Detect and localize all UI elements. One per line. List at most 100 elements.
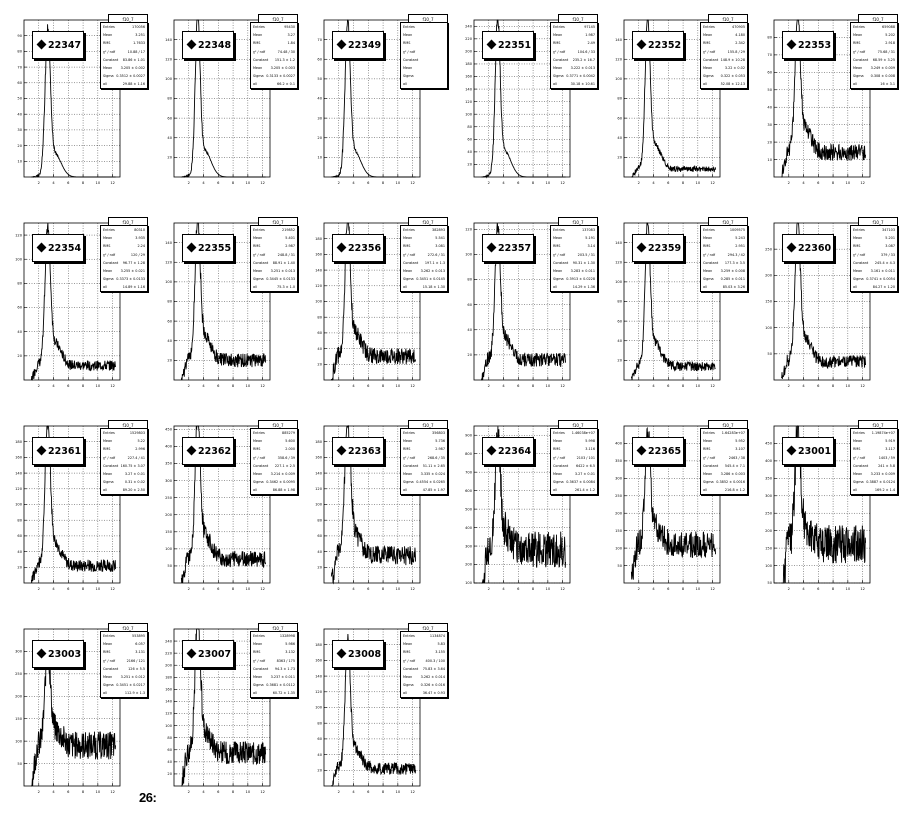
y-tick-label: 100 — [315, 706, 323, 710]
stats-value: 10.88 / 17 — [127, 49, 145, 54]
x-tick-label: 4 — [502, 587, 505, 591]
stats-row: Constant 235.2 ± 16.7 — [551, 56, 597, 64]
y-tick-label: 400 — [615, 442, 623, 446]
stats-value: 66.2 ± 0.1 — [277, 82, 295, 87]
x-tick-label: 6 — [667, 181, 670, 185]
run-label: 23008 — [332, 640, 384, 668]
stats-row: Entries 347103 — [851, 226, 897, 234]
stats-row: χ² / ndf 358.6 / 39 — [251, 454, 297, 462]
run-number: 22364 — [498, 446, 532, 457]
stats-row: RMS 3.107 — [701, 445, 747, 453]
x-tick-label: 6 — [67, 384, 70, 388]
stats-label: χ² / ndf — [403, 49, 416, 54]
stats-label: RMS — [703, 41, 711, 46]
y-tick-label: 180 — [165, 676, 173, 680]
stats-label: Mean — [403, 65, 413, 70]
stats-label: χ² / ndf — [553, 455, 566, 460]
y-tick-label: 250 — [765, 511, 773, 515]
diamond-marker-icon — [486, 39, 497, 50]
stats-label: Sigma — [853, 277, 864, 282]
stats-label: Sigma — [253, 277, 264, 282]
stats-label: Constant — [103, 57, 119, 62]
stats-row: Sigma 0.3373 ± 0.0133 — [101, 275, 147, 283]
x-tick-label: 2 — [188, 384, 190, 388]
y-tick-label: 180 — [315, 643, 323, 647]
stats-row: Constant 197.1 ± 1.3 — [401, 259, 447, 267]
y-tick-label: 140 — [165, 241, 173, 245]
stats-label: all — [103, 82, 107, 87]
stats-label: Sigma — [253, 74, 264, 79]
y-tick-label: 300 — [615, 477, 623, 481]
y-tick-label: 20 — [767, 140, 772, 144]
stats-value: 227.1 ± 2.5 — [274, 463, 295, 468]
stats-value: 3.27 ± 0.01 — [124, 471, 145, 476]
histogram-panel: 2 4 6 8 10 12 50 100 150 200 250 f10_7 Entries 347103… — [760, 208, 900, 411]
stats-value: 3.262 ± 0.013 — [420, 268, 445, 273]
stats-label: Mean — [703, 65, 713, 70]
x-tick-label: 10 — [846, 384, 851, 388]
stats-value: 112.9 ± 1.3 — [124, 691, 145, 696]
histogram-panel: 2 4 6 8 10 12 10 20 30 40 50 60 70 f10_7 Entries Mean RM… — [310, 5, 460, 208]
y-tick-label: 80 — [17, 50, 22, 54]
stats-row: Mean 5.919 — [851, 437, 897, 445]
stats-row: χ² / ndf 75.68 / 31 — [851, 48, 897, 56]
diamond-marker-icon — [786, 39, 797, 50]
y-tick-label: 120 — [315, 487, 323, 491]
stats-label: RMS — [853, 244, 861, 249]
x-tick-label: 6 — [217, 384, 220, 388]
stats-label: RMS — [853, 41, 861, 46]
x-tick-label: 8 — [232, 181, 235, 185]
stats-label: all — [553, 285, 557, 290]
stats-value: 5.243 — [735, 236, 745, 241]
stats-value: 104.6 / 33 — [577, 49, 595, 54]
y-tick-label: 60 — [317, 534, 322, 538]
x-tick-label: 2 — [638, 384, 640, 388]
stats-value: 1.7633 — [133, 41, 145, 46]
y-tick-label: 150 — [765, 546, 773, 550]
stats-label: Constant — [553, 260, 569, 265]
stats-row: Entries 1.64283e+07 — [701, 429, 747, 437]
stats-row: Sigma 0.322 ± 0.053 — [701, 72, 747, 80]
stats-value: 5.919 — [885, 439, 895, 444]
stats-value: 358.6 / 39 — [277, 455, 295, 460]
stats-row: Constant 51.11 ± 2.65 — [401, 462, 447, 470]
stats-row: Constant 545.4 ± 7.1 — [701, 462, 747, 470]
stats-value: 248.8 / 31 — [277, 252, 295, 257]
stats-row: Mean 5.952 — [701, 437, 747, 445]
run-label: 22359 — [632, 234, 684, 262]
y-tick-label: 40 — [317, 347, 322, 351]
stats-row: Mean 6.057 — [101, 640, 147, 648]
stats-label: Mean — [553, 33, 563, 38]
stats-label: Sigma — [703, 277, 714, 282]
stats-value: 137083 — [582, 228, 595, 232]
stats-label: Entries — [253, 25, 265, 29]
stats-label: Mean — [853, 65, 863, 70]
y-tick-label: 150 — [615, 529, 623, 533]
stats-value: 89.20 ± 2.50 — [122, 488, 145, 493]
stats-row: Mean 3.255 ± 0.021 — [101, 267, 147, 275]
x-tick-label: 6 — [367, 790, 370, 794]
stats-value: 5.202 — [885, 33, 895, 38]
x-tick-label: 6 — [67, 790, 70, 794]
stats-label: Entries — [103, 634, 115, 638]
stats-label: all — [553, 82, 557, 87]
stats-value: 75.83 ± 3.64 — [422, 666, 445, 671]
y-tick-label: 100 — [615, 77, 623, 81]
stats-row: Mean 5.191 — [551, 234, 597, 242]
y-tick-label: 900 — [465, 433, 473, 437]
stats-value: 3.131 — [135, 650, 145, 655]
stats-label: RMS — [703, 244, 711, 249]
stats-value: 0.3887 ± 0.0124 — [866, 480, 895, 485]
stats-label: Mean — [703, 439, 713, 444]
stats-label: Entries — [403, 634, 415, 638]
y-tick-label: 140 — [615, 241, 623, 245]
stats-row: RMS 2.996 — [101, 445, 147, 453]
stats-row: RMS 2.342 — [701, 39, 747, 47]
stats-row: all 75.3 ± 1.0 — [251, 283, 297, 291]
x-tick-label: 10 — [696, 181, 701, 185]
x-tick-label: 4 — [502, 384, 505, 388]
stats-row: χ² / ndf 379 / 33 — [851, 251, 897, 259]
diamond-marker-icon — [486, 445, 497, 456]
y-tick-label: 60 — [17, 534, 22, 538]
stats-row: all 86.88 ± 1.98 — [251, 486, 297, 494]
